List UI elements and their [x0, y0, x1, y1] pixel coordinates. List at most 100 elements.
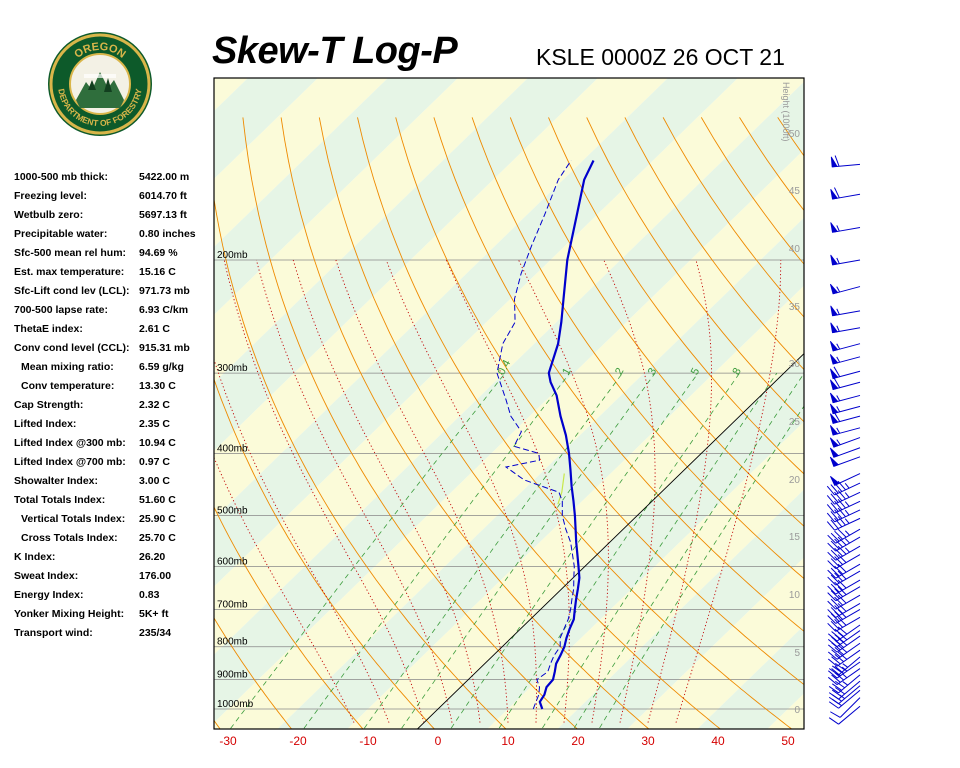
height-tick-label: 5: [794, 648, 800, 659]
wind-barb-flag: [830, 519, 839, 529]
wind-barb-shaft: [836, 624, 861, 642]
index-value: 5K+ ft: [139, 608, 169, 620]
mixing-ratio-line: [450, 372, 699, 729]
wind-barb: [827, 563, 861, 579]
wind-barb: [829, 377, 861, 390]
mixing-ratio-label: 2: [613, 366, 626, 377]
index-value: 94.69 %: [139, 247, 178, 259]
index-row: Wetbulb zero: 5697.13 ft: [14, 206, 214, 225]
wind-barb-pennant: [830, 222, 839, 233]
moist-adiabat: [385, 259, 537, 723]
height-tick-label: 45: [789, 186, 801, 197]
mixing-ratio-line: [229, 372, 506, 729]
wind-barb: [827, 545, 861, 561]
wind-barb-flag: [827, 576, 837, 586]
wind-barb-shaft: [836, 635, 861, 653]
dry-adiabat: [214, 377, 436, 729]
isobar-label: 400mb: [217, 443, 248, 454]
index-row: Cross Totals Index: 25.70 C: [14, 529, 214, 548]
index-value: 13.30 C: [139, 380, 176, 392]
index-row: 700-500 lapse rate: 6.93 C/km: [14, 301, 214, 320]
wind-barb-flag: [837, 536, 847, 546]
wind-barb-flag: [826, 521, 836, 531]
wind-barb-half-flag: [836, 325, 840, 332]
wind-barb-flag: [826, 495, 836, 505]
index-row: Showalter Index: 3.00 C: [14, 472, 214, 491]
wind-barb-half-flag: [836, 308, 840, 315]
wind-barb-shaft: [834, 491, 861, 505]
index-value: 5697.13 ft: [139, 209, 187, 221]
index-label: Conv cond level (CCL):: [14, 342, 130, 354]
wind-barb-flag: [837, 507, 846, 518]
wind-barb-half-flag: [836, 257, 840, 264]
wind-barb: [827, 609, 861, 624]
index-label: Sfc-500 mean rel hum:: [14, 247, 127, 259]
wind-barb-flag: [837, 603, 847, 612]
wind-barb-flag: [834, 628, 844, 637]
dry-adiabat: [357, 117, 793, 729]
wind-barb-flag: [831, 683, 842, 691]
wind-barb-pennant: [829, 368, 839, 379]
temperature-tick-label: 40: [711, 734, 725, 748]
wind-barb-flag: [827, 609, 837, 618]
dry-adiabat: [214, 719, 221, 729]
wind-barb-shaft: [835, 570, 861, 586]
height-tick-label: 35: [789, 302, 801, 313]
index-value: 6.59 g/kg: [139, 361, 184, 373]
wind-barb-shaft: [835, 586, 861, 602]
wind-barb-flag: [837, 554, 847, 563]
wind-barb-flag: [830, 502, 839, 512]
index-value: 6014.70 ft: [139, 190, 187, 202]
wind-barb-pennant: [830, 188, 839, 200]
wind-barb-flag: [830, 540, 840, 550]
temperature-tick-label: -20: [289, 734, 307, 748]
index-value: 26.20: [139, 551, 166, 563]
index-label: Wetbulb zero:: [14, 209, 84, 221]
wind-barb-flag: [837, 563, 847, 573]
index-label: K Index:: [14, 551, 56, 563]
wind-barb: [826, 480, 861, 496]
index-row: Yonker Mixing Height: 5K+ ft: [14, 605, 214, 624]
wind-barb: [826, 507, 861, 523]
wind-barb-flag: [827, 633, 838, 642]
wind-barb-shaft: [838, 689, 861, 709]
moist-adiabat: [445, 259, 570, 723]
dry-adiabat: [395, 117, 804, 686]
isobar-label: 900mb: [217, 670, 248, 681]
index-label: Vertical Totals Index:: [21, 513, 126, 525]
index-row: ThetaE index: 2.61 C: [14, 320, 214, 339]
wind-barb-flag: [830, 558, 840, 567]
wind-barb: [826, 516, 861, 531]
wind-barb-flag: [830, 590, 840, 600]
wind-barb-flag: [830, 511, 839, 521]
wind-barb: [829, 392, 861, 404]
plot-frame: [213, 77, 805, 730]
index-label: Transport wind:: [14, 627, 93, 639]
wind-barb-pennant: [830, 305, 839, 317]
isotherm-band: [347, 285, 804, 729]
dry-adiabat: [280, 117, 650, 729]
dry-adiabat: [242, 117, 579, 729]
isotherm-band: [277, 217, 804, 729]
wind-barb: [827, 594, 861, 610]
wind-barb-flag: [826, 485, 836, 496]
isobar-label: 1000mb: [217, 699, 254, 710]
mixing-ratio-label: 5: [689, 366, 702, 377]
wind-barb-shaft: [836, 661, 861, 679]
index-row: Precipitable water: 0.80 inches: [14, 225, 214, 244]
wind-barb: [830, 254, 861, 266]
wind-barb-half-flag: [844, 501, 850, 507]
dry-adiabat: [854, 117, 960, 735]
index-row: Conv temperature: 13.30 C: [14, 377, 214, 396]
wind-barb-flag: [830, 598, 840, 608]
wind-barb-half-flag: [844, 530, 850, 536]
index-row: Lifted Index: 2.35 C: [14, 415, 214, 434]
dry-adiabat: [214, 196, 507, 729]
mixing-ratio-label: 8: [730, 366, 743, 377]
wind-barb-pennant: [829, 413, 839, 424]
index-row: Transport wind: 235/34: [14, 624, 214, 643]
wind-barb-half-flag: [836, 427, 841, 434]
wind-barb: [827, 554, 861, 570]
wind-barb-shaft: [835, 609, 861, 624]
temperature-tick-label: -10: [359, 734, 377, 748]
